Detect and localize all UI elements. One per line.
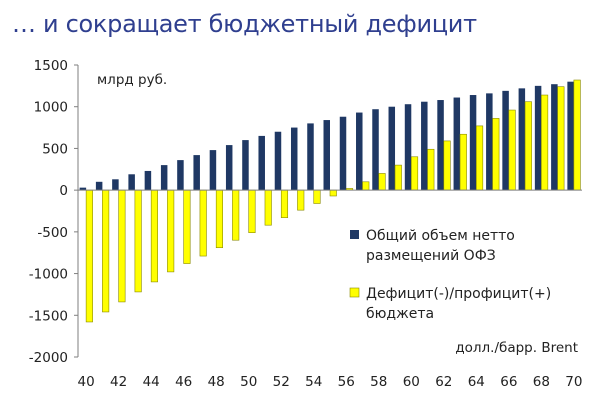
x-tick-label: 58 xyxy=(370,374,387,390)
bar-deficit xyxy=(102,189,110,313)
bar-deficit xyxy=(118,189,126,303)
bar-ofz xyxy=(518,88,526,191)
y-tick-label: 0 xyxy=(59,183,68,199)
bar-deficit xyxy=(492,118,500,191)
bar-ofz xyxy=(404,104,412,191)
x-tick-label: 42 xyxy=(110,374,127,390)
bar-ofz xyxy=(339,116,347,191)
bar-ofz xyxy=(486,93,493,191)
bar-ofz xyxy=(193,155,200,191)
bar-ofz xyxy=(95,181,103,191)
bar-ofz xyxy=(160,165,168,191)
bar-deficit xyxy=(329,189,337,197)
x-tick-label: 68 xyxy=(533,374,550,390)
bar-ofz xyxy=(372,109,379,191)
bar-deficit xyxy=(394,164,402,191)
bar-deficit xyxy=(297,189,305,211)
bar-ofz xyxy=(534,85,542,191)
y-tick-label: 500 xyxy=(42,141,68,157)
x-tick-label: 40 xyxy=(78,374,95,390)
bar-deficit xyxy=(167,189,175,273)
bar-deficit xyxy=(362,181,370,191)
bar-ofz xyxy=(388,106,396,191)
bar-ofz xyxy=(323,120,330,191)
bar-deficit xyxy=(541,94,549,191)
bar-deficit xyxy=(410,156,419,191)
bar-deficit xyxy=(557,86,565,191)
bar-deficit xyxy=(427,148,435,191)
bar-ofz xyxy=(79,187,87,191)
x-tick-label: 48 xyxy=(208,374,225,390)
bar-ofz xyxy=(144,170,152,191)
y-tick-label: 1500 xyxy=(34,58,68,74)
y-tick-label: -2000 xyxy=(29,350,68,366)
x-tick-label: 62 xyxy=(435,374,452,390)
bar-ofz xyxy=(567,81,574,191)
bar-ofz xyxy=(502,90,509,191)
y-tick-label: 1000 xyxy=(34,100,68,116)
bar-ofz xyxy=(177,160,184,191)
bar-deficit xyxy=(508,109,516,191)
legend-label: Общий объем нетто xyxy=(366,228,515,244)
bar-ofz xyxy=(274,131,282,191)
bar-ofz xyxy=(225,145,233,191)
bar-ofz xyxy=(242,140,249,191)
legend-label: Дефицит(-)/профицит(+) xyxy=(366,286,551,302)
bar-deficit xyxy=(248,189,256,233)
bar-ofz xyxy=(453,97,461,191)
bar-ofz xyxy=(469,95,477,191)
legend-label: размещений ОФЗ xyxy=(366,248,496,264)
bar-ofz xyxy=(290,127,298,191)
bar-ofz xyxy=(437,100,444,191)
bar-deficit xyxy=(134,189,142,293)
x-tick-label: 50 xyxy=(240,374,257,390)
x-tick-label: 70 xyxy=(565,374,582,390)
bar-ofz xyxy=(209,150,217,191)
bar-ofz xyxy=(421,101,428,191)
bar-deficit xyxy=(264,189,272,226)
bar-deficit xyxy=(232,189,240,241)
legend-swatch-ofz xyxy=(350,230,359,239)
bar-deficit xyxy=(313,189,321,204)
y-tick-label: -500 xyxy=(37,225,68,241)
bar-deficit xyxy=(280,189,289,218)
bar-deficit xyxy=(459,133,467,191)
bar-deficit xyxy=(183,189,191,264)
unit-label: млрд руб. xyxy=(97,72,167,88)
x-tick-label: 54 xyxy=(305,374,322,390)
bar-ofz xyxy=(551,84,558,191)
x-tick-label: 52 xyxy=(273,374,290,390)
bar-ofz xyxy=(128,174,135,191)
x-tick-label: 60 xyxy=(403,374,420,390)
bar-ofz xyxy=(112,179,119,191)
bar-deficit xyxy=(443,140,451,191)
bar-deficit xyxy=(476,125,484,191)
x-tick-label: 64 xyxy=(468,374,485,390)
x-axis-label: долл./барр. Brent xyxy=(455,340,578,356)
bar-deficit xyxy=(573,79,581,191)
bar-ofz xyxy=(258,135,265,191)
x-tick-label: 56 xyxy=(338,374,355,390)
bar-deficit xyxy=(215,189,223,249)
bar-deficit xyxy=(524,101,532,191)
y-tick-label: -1500 xyxy=(29,308,68,324)
page-title: … и сокращает бюджетный дефицит xyxy=(12,10,477,38)
bar-ofz xyxy=(356,112,363,191)
legend-label: бюджета xyxy=(366,306,434,322)
legend-swatch-deficit xyxy=(349,287,360,298)
bar-deficit xyxy=(150,189,158,283)
y-tick-label: -1000 xyxy=(29,267,68,283)
x-tick-label: 66 xyxy=(500,374,517,390)
legend-background xyxy=(343,221,563,321)
bar-deficit xyxy=(85,189,93,323)
bar-deficit xyxy=(199,189,207,257)
bar-ofz xyxy=(307,123,314,191)
x-tick-label: 44 xyxy=(143,374,160,390)
bar-deficit xyxy=(378,173,386,191)
x-tick-label: 46 xyxy=(175,374,192,390)
